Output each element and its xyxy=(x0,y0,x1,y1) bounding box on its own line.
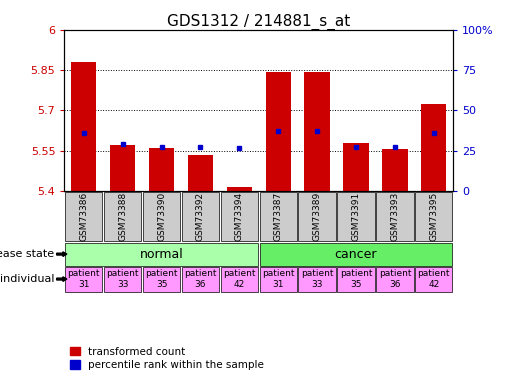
Title: GDS1312 / 214881_s_at: GDS1312 / 214881_s_at xyxy=(167,14,350,30)
Bar xyxy=(149,148,174,191)
Text: normal: normal xyxy=(140,248,183,261)
FancyBboxPatch shape xyxy=(65,267,102,292)
FancyBboxPatch shape xyxy=(299,192,336,242)
Text: GSM73393: GSM73393 xyxy=(390,192,399,241)
FancyBboxPatch shape xyxy=(415,267,452,292)
Bar xyxy=(421,104,447,191)
Bar xyxy=(227,187,252,191)
Text: GSM73395: GSM73395 xyxy=(430,192,438,241)
Text: patient
33: patient 33 xyxy=(107,269,139,289)
FancyBboxPatch shape xyxy=(415,192,452,242)
FancyBboxPatch shape xyxy=(260,243,452,266)
FancyBboxPatch shape xyxy=(182,192,219,242)
FancyBboxPatch shape xyxy=(104,192,141,242)
FancyBboxPatch shape xyxy=(143,267,180,292)
FancyBboxPatch shape xyxy=(104,267,141,292)
Text: patient
42: patient 42 xyxy=(418,269,450,289)
Text: patient
36: patient 36 xyxy=(379,269,411,289)
Bar xyxy=(344,142,369,191)
FancyBboxPatch shape xyxy=(260,192,297,242)
Text: GSM73386: GSM73386 xyxy=(79,192,88,241)
Text: GSM73392: GSM73392 xyxy=(196,192,205,241)
Text: patient
33: patient 33 xyxy=(301,269,333,289)
Text: patient
31: patient 31 xyxy=(262,269,295,289)
Text: GSM73388: GSM73388 xyxy=(118,192,127,241)
Legend: transformed count, percentile rank within the sample: transformed count, percentile rank withi… xyxy=(70,346,264,370)
FancyBboxPatch shape xyxy=(65,192,102,242)
Bar xyxy=(110,145,135,191)
Text: GSM73387: GSM73387 xyxy=(274,192,283,241)
Text: cancer: cancer xyxy=(335,248,377,261)
Bar xyxy=(188,154,213,191)
Text: GSM73394: GSM73394 xyxy=(235,192,244,241)
FancyBboxPatch shape xyxy=(143,192,180,242)
Text: individual: individual xyxy=(0,274,54,284)
Bar xyxy=(266,72,291,191)
FancyBboxPatch shape xyxy=(221,192,258,242)
FancyBboxPatch shape xyxy=(260,267,297,292)
FancyBboxPatch shape xyxy=(376,192,414,242)
Text: patient
35: patient 35 xyxy=(145,269,178,289)
Bar xyxy=(304,72,330,191)
Text: GSM73390: GSM73390 xyxy=(157,192,166,241)
FancyBboxPatch shape xyxy=(182,267,219,292)
Text: GSM73389: GSM73389 xyxy=(313,192,321,241)
Text: patient
42: patient 42 xyxy=(223,269,255,289)
FancyBboxPatch shape xyxy=(65,243,258,266)
FancyBboxPatch shape xyxy=(221,267,258,292)
Text: patient
35: patient 35 xyxy=(340,269,372,289)
Text: GSM73391: GSM73391 xyxy=(352,192,360,241)
Text: disease state: disease state xyxy=(0,249,54,259)
FancyBboxPatch shape xyxy=(337,267,374,292)
Text: patient
36: patient 36 xyxy=(184,269,217,289)
FancyBboxPatch shape xyxy=(299,267,336,292)
Bar xyxy=(71,62,96,191)
Bar xyxy=(382,149,407,191)
Text: patient
31: patient 31 xyxy=(67,269,100,289)
FancyBboxPatch shape xyxy=(337,192,374,242)
FancyBboxPatch shape xyxy=(376,267,414,292)
